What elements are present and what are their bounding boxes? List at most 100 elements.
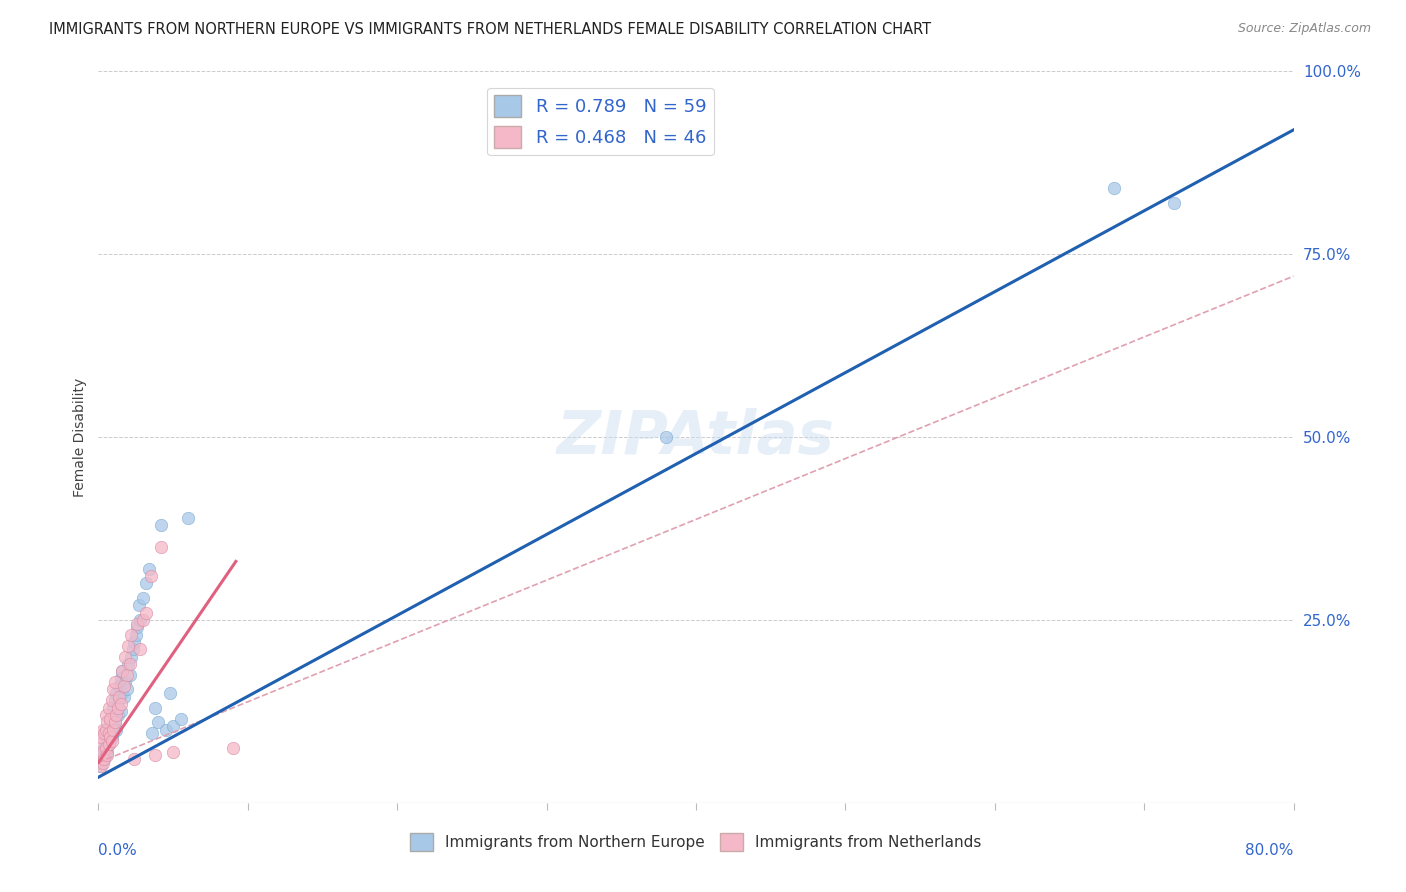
Point <box>112 690 135 704</box>
Point <box>118 667 141 681</box>
Point <box>98 730 122 744</box>
Point <box>124 635 146 649</box>
Point <box>115 667 138 681</box>
Point <box>129 642 152 657</box>
Point <box>89 759 111 773</box>
Point <box>162 745 184 759</box>
Point <box>101 693 124 707</box>
Point <box>107 708 129 723</box>
Point <box>105 686 128 700</box>
Point <box>169 712 191 726</box>
Point <box>103 723 125 737</box>
Point <box>110 672 132 686</box>
Point <box>97 723 120 737</box>
Point <box>111 664 134 678</box>
Point <box>93 740 115 755</box>
Point <box>98 712 122 726</box>
Text: Source: ZipAtlas.com: Source: ZipAtlas.com <box>1237 22 1371 36</box>
Point <box>96 715 118 730</box>
Point <box>141 726 163 740</box>
Point <box>101 708 124 723</box>
Point <box>98 715 122 730</box>
Point <box>117 657 139 671</box>
Point <box>120 649 142 664</box>
Point <box>143 700 166 714</box>
Point <box>101 730 124 744</box>
Point <box>128 599 150 613</box>
Point <box>121 642 143 657</box>
Point <box>103 719 125 733</box>
Point <box>117 639 139 653</box>
Point <box>103 700 125 714</box>
Point <box>135 606 157 620</box>
Point <box>127 620 149 634</box>
Point <box>91 745 114 759</box>
Text: 0.0%: 0.0% <box>98 843 138 858</box>
Point <box>90 756 112 770</box>
Text: IMMIGRANTS FROM NORTHERN EUROPE VS IMMIGRANTS FROM NETHERLANDS FEMALE DISABILITY: IMMIGRANTS FROM NORTHERN EUROPE VS IMMIG… <box>49 22 931 37</box>
Point <box>110 705 132 719</box>
Point <box>89 737 111 751</box>
Point <box>91 745 114 759</box>
Point <box>118 657 141 671</box>
Point <box>89 752 111 766</box>
Text: ZIPAtlas: ZIPAtlas <box>557 408 835 467</box>
Point <box>96 748 118 763</box>
Point <box>108 679 131 693</box>
Point <box>90 730 112 744</box>
Point <box>94 723 117 737</box>
Point <box>127 616 149 631</box>
Point <box>91 756 114 770</box>
Point <box>114 675 136 690</box>
Point <box>97 700 120 714</box>
Point <box>97 737 120 751</box>
Point <box>162 719 184 733</box>
Point <box>94 740 117 755</box>
Point <box>93 752 115 766</box>
Point <box>110 697 132 711</box>
Point <box>120 627 142 641</box>
Point <box>93 726 115 740</box>
Point <box>135 576 157 591</box>
Point <box>101 733 124 747</box>
Point <box>112 679 135 693</box>
Y-axis label: Female Disability: Female Disability <box>73 377 87 497</box>
Point <box>115 682 138 697</box>
Point <box>103 682 125 697</box>
Point <box>111 664 134 678</box>
Point <box>94 730 117 744</box>
Point <box>91 723 114 737</box>
Text: 80.0%: 80.0% <box>1246 843 1294 858</box>
Point <box>97 726 120 740</box>
Point <box>124 752 146 766</box>
Point <box>91 748 114 763</box>
Point <box>107 700 129 714</box>
Point <box>94 748 117 763</box>
Point <box>155 723 177 737</box>
Point <box>138 562 160 576</box>
Point <box>114 649 136 664</box>
Legend: Immigrants from Northern Europe, Immigrants from Netherlands: Immigrants from Northern Europe, Immigra… <box>404 827 988 857</box>
Point <box>655 430 678 444</box>
Point <box>93 752 115 766</box>
Point <box>132 613 155 627</box>
Point <box>132 591 155 605</box>
Point <box>148 715 170 730</box>
Point <box>150 540 173 554</box>
Point <box>96 726 118 740</box>
Point <box>111 686 134 700</box>
Point <box>104 693 127 707</box>
Point <box>108 690 131 704</box>
Point <box>96 745 118 759</box>
Point <box>222 740 245 755</box>
Point <box>129 613 152 627</box>
Point <box>97 737 120 751</box>
Point <box>150 517 173 532</box>
Point <box>139 569 162 583</box>
Point <box>94 708 117 723</box>
Point <box>104 715 127 730</box>
Point <box>177 510 200 524</box>
Point <box>108 693 131 707</box>
Point <box>104 675 127 690</box>
Point <box>105 723 128 737</box>
